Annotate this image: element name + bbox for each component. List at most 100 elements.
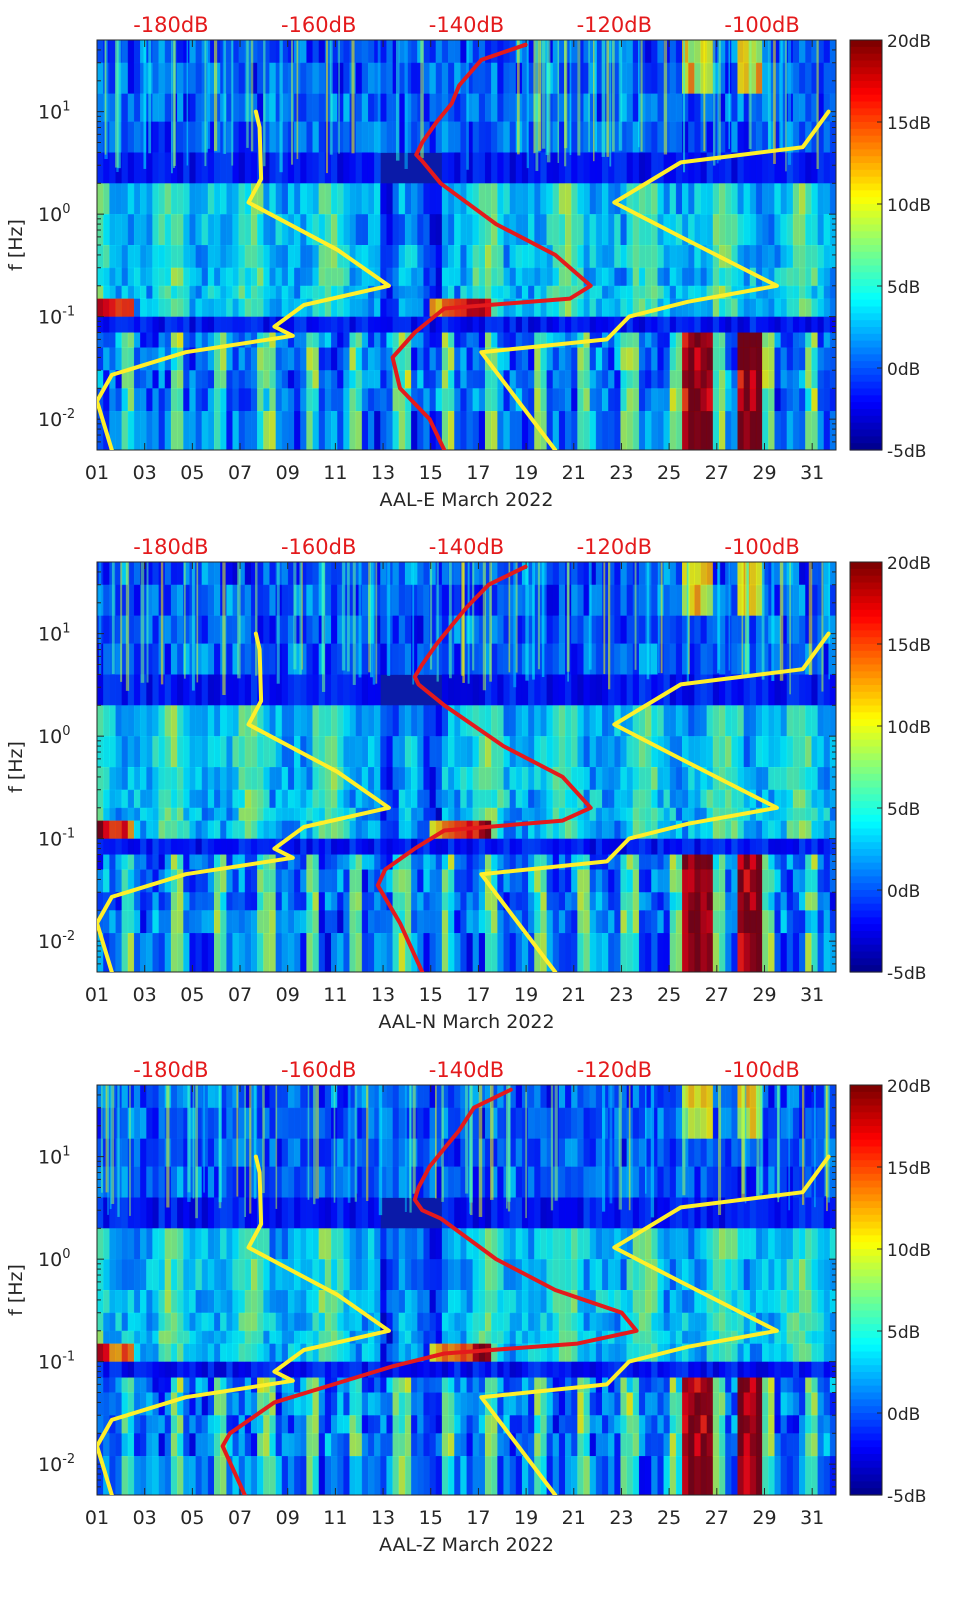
heatmap-cell — [546, 807, 554, 821]
heatmap-cell — [466, 183, 474, 215]
heatmap-cell — [355, 370, 363, 389]
heatmap-cell — [312, 183, 320, 215]
heatmap-cell — [509, 332, 517, 348]
heatmap-cell — [718, 807, 726, 821]
heatmap-cell — [755, 705, 763, 737]
heatmap-cell — [817, 183, 825, 215]
heatmap-cell — [737, 267, 745, 287]
heatmap-cell — [558, 183, 566, 215]
heatmap-cell — [762, 267, 769, 287]
heatmap-cell — [675, 214, 683, 246]
heatmap-cell — [472, 183, 480, 215]
heatmap-cell — [343, 892, 350, 911]
heatmap-cell — [146, 910, 153, 934]
top-db-label: -180dB — [133, 13, 208, 37]
heatmap-cell — [164, 1197, 172, 1229]
heatmap-cell — [226, 615, 233, 644]
heatmap-cell — [146, 1107, 153, 1139]
heatmap-cell — [287, 838, 295, 855]
colorbar-segment — [850, 128, 882, 137]
heatmap-cell — [435, 892, 443, 911]
heatmap-cell — [207, 643, 215, 675]
heatmap-streak — [171, 40, 173, 174]
heatmap-cell — [189, 736, 196, 768]
heatmap-cell — [411, 584, 418, 616]
heatmap-cell — [386, 767, 393, 791]
heatmap-cell — [811, 332, 818, 348]
heatmap-streak — [231, 40, 234, 152]
heatmap-cell — [491, 62, 498, 94]
heatmap-cell — [675, 584, 683, 616]
heatmap-cell — [645, 411, 652, 450]
heatmap-cell — [127, 267, 135, 287]
heatmap-cell — [718, 674, 726, 706]
heatmap-cell — [786, 854, 794, 870]
colorbar-segment — [850, 135, 882, 144]
heatmap-cell — [146, 674, 153, 706]
heatmap-cell — [558, 807, 566, 821]
heatmap-cell — [269, 736, 276, 768]
heatmap-cell — [448, 183, 455, 215]
heatmap-cell — [546, 643, 554, 675]
heatmap-cell — [645, 910, 652, 934]
heatmap-cell — [97, 298, 104, 318]
heatmap-cell — [503, 933, 511, 972]
heatmap-cell — [152, 807, 159, 821]
heatmap-cell — [608, 869, 615, 893]
heatmap-cell — [380, 121, 387, 153]
heatmap-cell — [207, 615, 215, 644]
heatmap-cell — [324, 854, 332, 870]
heatmap-cell — [755, 910, 763, 934]
heatmap-cell — [423, 411, 430, 450]
heatmap-cell — [589, 705, 597, 737]
heatmap-cell — [454, 388, 461, 412]
yellow-noise-model-high-line — [479, 109, 831, 450]
heatmap-cell — [743, 736, 751, 768]
heatmap-cell — [312, 388, 320, 412]
heatmap-cell — [127, 183, 135, 215]
colorbar-segment — [850, 794, 882, 802]
heatmap-cell — [528, 332, 535, 348]
heatmap-cell — [306, 214, 313, 246]
heatmap-cell — [189, 892, 196, 911]
heatmap-cell — [312, 214, 320, 246]
heatmap-cell — [263, 892, 270, 911]
heatmap-cell — [133, 285, 141, 299]
heatmap-cell — [361, 615, 369, 644]
heatmap-cell — [337, 370, 344, 389]
heatmap-cell — [558, 643, 566, 675]
heatmap-cell — [337, 705, 344, 737]
heatmap-cell — [374, 388, 381, 412]
heatmap-cell — [799, 705, 806, 737]
heatmap-cell — [97, 1085, 104, 1109]
heatmap-cell — [497, 152, 504, 184]
heatmap-cell — [189, 298, 196, 318]
heatmap-cell — [620, 736, 628, 768]
heatmap-cell — [577, 121, 584, 153]
heatmap-cell — [140, 1197, 147, 1229]
heatmap-cell — [780, 370, 788, 389]
heatmap-cell — [201, 1377, 209, 1393]
heatmap-cell — [306, 674, 313, 706]
heatmap-cell — [109, 1330, 116, 1344]
top-db-label: -100dB — [724, 13, 799, 37]
heatmap-cell — [201, 1107, 209, 1139]
heatmap-cell — [170, 854, 178, 870]
heatmap-cell — [540, 820, 547, 840]
heatmap-cell — [429, 93, 437, 122]
heatmap-cell — [484, 838, 492, 855]
colorbar-segment — [850, 67, 882, 75]
heatmap-cell — [552, 838, 560, 855]
heatmap-cell — [183, 121, 190, 153]
heatmap-cell — [737, 789, 745, 809]
heatmap-cell — [411, 892, 418, 911]
heatmap-cell — [318, 411, 326, 450]
heatmap-cell — [361, 121, 369, 153]
heatmap-cell — [331, 285, 338, 299]
heatmap-cell — [355, 347, 363, 371]
heatmap-cell — [201, 584, 209, 616]
heatmap-cell — [374, 910, 381, 934]
heatmap-cell — [214, 1138, 221, 1167]
heatmap-cell — [448, 121, 455, 153]
heatmap-cell — [195, 807, 203, 821]
